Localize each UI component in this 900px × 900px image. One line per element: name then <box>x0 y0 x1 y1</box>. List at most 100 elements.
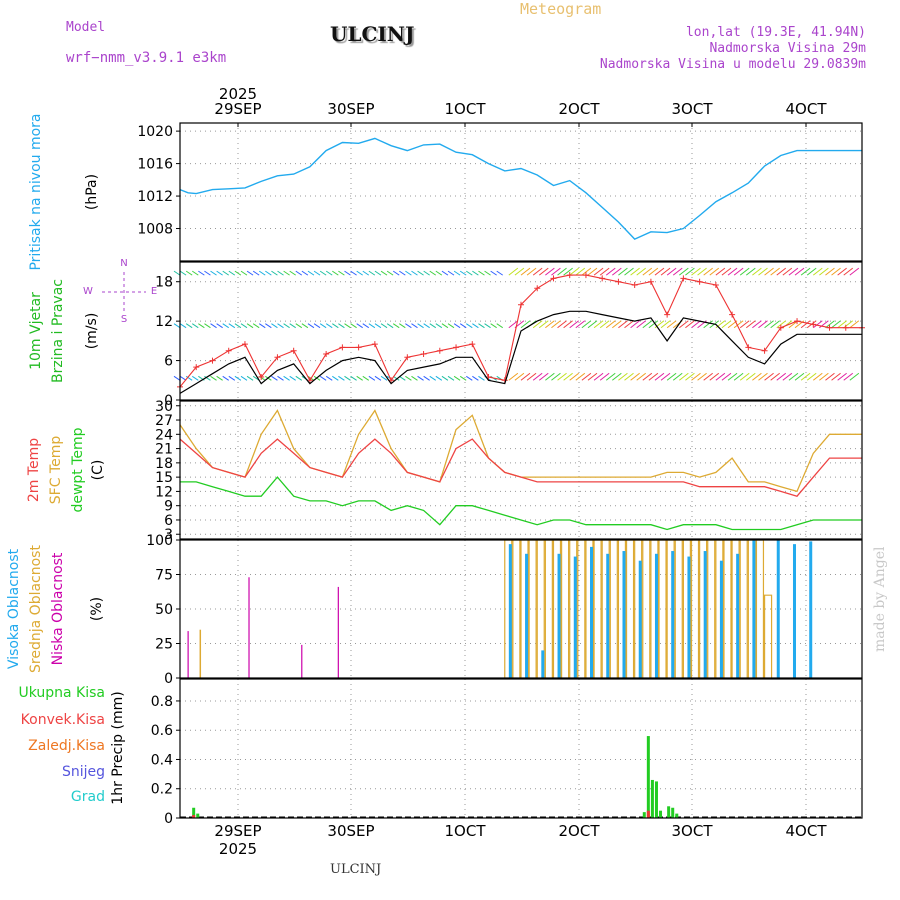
wind-barb <box>204 375 211 381</box>
wind-barb <box>526 267 537 276</box>
wind-barb <box>380 323 388 329</box>
wind-barb <box>825 372 835 381</box>
wind-gust-marker <box>371 341 378 348</box>
wind-barb <box>788 267 799 276</box>
wind-barb <box>356 375 363 381</box>
wind-barb <box>490 323 497 329</box>
wind-barb <box>514 372 525 381</box>
elevation-label: Nadmorska Visina 29m <box>709 41 866 56</box>
wind-barb <box>605 267 616 276</box>
y-tick-label: 1012 <box>137 189 173 205</box>
wind-barb <box>825 267 835 276</box>
wind-barb <box>758 372 768 381</box>
precip-legend-snow: Snijeg <box>62 764 105 780</box>
meteogram-label: Meteogram <box>520 0 602 18</box>
wind-barb <box>739 320 750 329</box>
wind-barb <box>392 323 400 329</box>
wind-barb <box>332 375 339 381</box>
wind-axis-title: 10m Vjetar <box>28 292 44 370</box>
wind-barb <box>368 270 376 276</box>
x-tick-label-top: 29SEP <box>214 100 261 118</box>
wind-barb <box>319 270 327 276</box>
wind-barb <box>234 375 242 381</box>
high-cloud-bar <box>622 551 626 678</box>
wind-barb <box>526 372 537 381</box>
wind-barb <box>240 375 248 381</box>
wind-barb <box>392 270 400 276</box>
precip-conv-bar <box>646 810 650 818</box>
wind-barb <box>271 323 278 329</box>
precip-total-bar <box>650 779 654 818</box>
wind-barb <box>599 267 610 276</box>
wind-barb <box>666 320 677 329</box>
wind-barb <box>563 320 573 329</box>
wind-gust-marker <box>290 347 297 354</box>
wind-barb <box>374 375 382 381</box>
wind-barb <box>307 270 315 276</box>
y-tick-label: 18 <box>155 275 173 291</box>
wind-barb <box>435 323 443 329</box>
panel-frame <box>179 400 863 540</box>
wind-barb <box>672 372 683 381</box>
y-tick-label: 0.2 <box>151 782 173 798</box>
wind-barb <box>569 372 580 381</box>
wind-barb <box>733 320 744 329</box>
high-cloud-bar <box>776 540 780 678</box>
wind-barb <box>636 267 647 276</box>
y-tick-label: 12 <box>155 484 173 500</box>
wind-barb <box>441 323 449 329</box>
wind-barb <box>453 323 461 329</box>
wind-barb <box>478 270 485 276</box>
wind-barb <box>557 267 567 276</box>
wind-barb <box>745 372 756 381</box>
wind-barb <box>277 270 284 276</box>
wind-barb <box>216 375 223 381</box>
wind-barb <box>338 375 345 381</box>
wind-barb <box>179 323 187 329</box>
wind-barb <box>204 323 211 329</box>
wind-barb <box>642 372 653 381</box>
wind-barb <box>289 375 296 381</box>
wind-barb <box>338 323 345 329</box>
wind-barb <box>216 270 223 276</box>
precip-legend-frozen: Zaledj.Kisa <box>28 738 105 754</box>
wind-barb <box>514 267 525 276</box>
compass-rose <box>102 272 146 314</box>
x-tick-label-top: 30SEP <box>327 100 374 118</box>
x-tick-label-bottom: 30SEP <box>327 822 374 840</box>
mid-cloud-bar <box>544 539 553 678</box>
wind-barb <box>599 372 610 381</box>
wind-barb <box>356 270 363 276</box>
wind-barb <box>666 267 677 276</box>
wind-barb <box>849 372 860 381</box>
wind-barb <box>472 375 479 381</box>
wind-gust-marker <box>664 311 671 318</box>
wind-barb <box>228 375 236 381</box>
wind-barb <box>806 267 817 276</box>
wind-barb <box>691 267 701 276</box>
wind-barb <box>721 320 732 329</box>
wind-barb <box>350 323 357 329</box>
temp-axis-unit: (C) <box>90 460 106 481</box>
wind-barb <box>849 267 860 276</box>
wind-barb <box>399 375 406 381</box>
wind-gust-marker <box>518 301 524 308</box>
wind-barb <box>301 270 309 276</box>
wind-barb <box>295 323 303 329</box>
y-tick-label: 18 <box>155 456 173 472</box>
model-elevation-label: Nadmorska Visina u modelu 29.0839m <box>599 57 866 72</box>
wind-barb <box>569 267 580 276</box>
wind-barb <box>338 270 345 276</box>
wind-barb <box>624 267 634 276</box>
wind-barb <box>453 375 461 381</box>
wind-barb <box>825 320 835 329</box>
wind-barb <box>258 323 266 329</box>
wind-barb <box>459 375 467 381</box>
wind-barb <box>185 270 193 276</box>
wind-barb <box>332 323 339 329</box>
wind-gust-marker <box>599 275 606 282</box>
wind-barb <box>423 270 430 276</box>
wind-barb <box>191 270 199 276</box>
wind-barb <box>252 323 260 329</box>
wind-barb <box>776 320 787 329</box>
